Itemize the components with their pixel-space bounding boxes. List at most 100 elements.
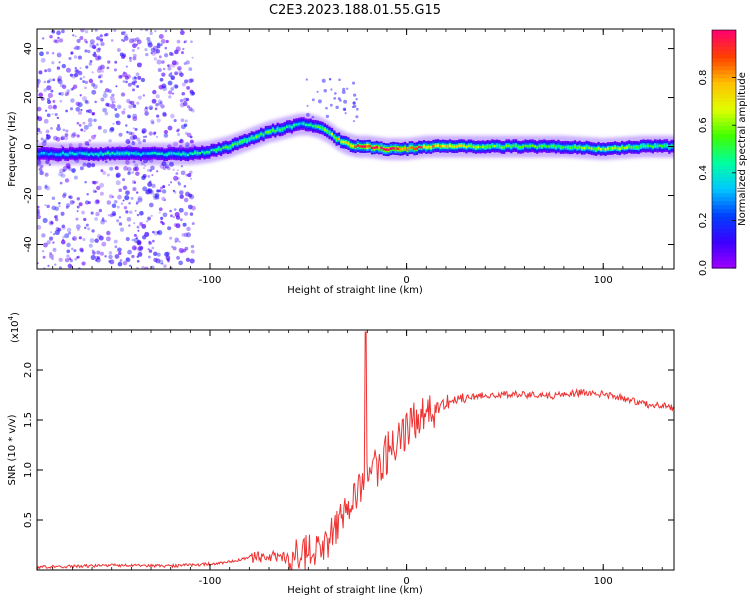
spectrogram-noise-point <box>82 96 87 102</box>
spectrogram-ridge-cell <box>503 146 506 149</box>
spectrogram-ridge-cell <box>64 153 67 156</box>
spectrogram-noise-point <box>98 75 102 79</box>
spectrogram-ridge-cell <box>297 122 301 126</box>
spectrogram-noise-point <box>186 132 192 138</box>
spectrogram-noise-point <box>160 216 164 220</box>
spectrogram-noise-point <box>137 197 143 203</box>
spectrogram-noise-point <box>164 130 169 134</box>
spectrogram-ridge-cell <box>57 153 60 156</box>
spectrogram-noise-point <box>71 168 76 174</box>
spectrogram-ridge-cell <box>566 146 570 149</box>
spectrogram-noise-point <box>94 190 97 193</box>
spectrogram-noise-point <box>182 101 188 107</box>
spectrogram-noise-point <box>91 229 95 233</box>
spectrogram-ridge-cell <box>623 146 626 150</box>
colorbar: 0.0 0.2 0.4 0.6 0.8 Normalized spectral ampl… <box>698 29 748 276</box>
spectrogram-noise-point <box>124 195 130 201</box>
spectrogram-noise-point <box>44 185 48 189</box>
spectrogram-noise-point <box>42 255 46 259</box>
spectrogram-noise-point <box>148 131 153 136</box>
spectrogram-ridge-cell <box>142 152 145 155</box>
snr-y-tick-label: 1.5 <box>23 412 34 428</box>
spectrogram-noise-point <box>142 138 146 143</box>
spectrogram-noise-point <box>136 85 140 88</box>
spectrogram-noise-point <box>156 135 159 138</box>
spectrogram-noise-point <box>183 197 189 203</box>
spectrogram-ridge-cell <box>285 125 289 128</box>
spectrogram-noise-point <box>147 255 151 259</box>
spectrogram-ridge-cell <box>592 147 595 151</box>
spectrogram-noise-point <box>344 112 347 115</box>
spectrogram-ridge-cell <box>562 146 565 149</box>
spectrogram-noise-point <box>97 47 101 51</box>
spectrogram-noise-point <box>114 254 120 259</box>
spectrogram-noise-point <box>136 239 142 245</box>
spectrogram-ridge-cell <box>554 145 558 149</box>
spectrogram-ridge-cell <box>524 144 527 148</box>
spectrogram-noise-point <box>156 114 160 118</box>
spectrogram-noise-point <box>170 113 175 119</box>
spectrogram-noise-point <box>305 78 308 81</box>
colorbar-segment <box>712 97 736 102</box>
spectrogram-noise-point <box>160 38 166 44</box>
spectrogram-noise-point <box>72 34 75 37</box>
spectrogram-noise-point <box>116 205 120 209</box>
spectrogram-noise-point <box>38 130 43 134</box>
spectrogram-noise-point <box>143 167 146 170</box>
spectrogram-noise-point <box>75 101 80 106</box>
snr-data-point <box>327 540 328 541</box>
spectrogram-noise-point <box>127 171 131 176</box>
spectrogram-noise-point <box>122 39 126 43</box>
spectrogram-noise-point <box>42 37 45 40</box>
spectrogram-noise-point <box>54 217 59 222</box>
spectrogram-noise-point <box>156 189 160 193</box>
spectrogram-noise-point <box>182 47 185 51</box>
spectrogram-noise-point <box>80 29 85 33</box>
spectrogram-noise-point <box>346 87 349 90</box>
spectrogram-noise-point <box>105 236 111 242</box>
spectrogram-noise-point <box>151 98 157 104</box>
spectrogram-noise-point <box>96 68 102 74</box>
spectrogram-noise-point <box>153 49 158 55</box>
spectrogram-noise-point <box>164 164 170 169</box>
spectrogram-ridge-cell <box>477 145 480 149</box>
colorbar-segment <box>712 156 736 162</box>
spectrogram-noise-point <box>157 197 160 200</box>
spectrogram-ridge-cell <box>59 153 62 156</box>
spectrogram-noise-point <box>61 224 66 229</box>
spectrogram-noise-point <box>128 224 131 227</box>
spectrogram-noise-point <box>48 78 53 83</box>
colorbar-tick-label: 0.8 <box>698 70 709 86</box>
spectrogram-noise-point <box>142 186 148 192</box>
spectrogram-ridge-cell <box>639 145 643 148</box>
spectrogram-noise-point <box>133 233 137 237</box>
spectrogram-noise-point <box>94 29 98 32</box>
spectrogram-noise-point <box>118 216 122 219</box>
spectrogram-ridge-cell <box>533 145 537 148</box>
spectrogram-noise-point <box>54 229 60 236</box>
colorbar-segment <box>712 113 736 118</box>
spectrogram-ridge-cell <box>493 144 496 148</box>
spectrogram-noise-point <box>75 106 81 112</box>
spectrogram-noise-point <box>342 107 347 111</box>
spectrogram-noise-point <box>167 125 173 131</box>
spectrogram-noise-point <box>47 100 52 105</box>
spectrogram-noise-point <box>93 51 96 55</box>
spectrogram-ridge-cell <box>649 144 652 148</box>
spectrogram-noise-point <box>335 105 339 110</box>
colorbar-segment <box>712 248 736 253</box>
spectrogram-y-tick-label: 0 <box>23 143 34 149</box>
spectrogram-noise-point <box>158 189 162 193</box>
spectrogram-ridge-cell <box>184 153 187 156</box>
snr-x-tick-label: -100 <box>199 576 222 587</box>
spectrogram-ridge-cell <box>514 144 518 147</box>
spectrogram-ridge-cell <box>323 128 327 131</box>
spectrogram-ridge-cell <box>293 123 296 127</box>
spectrogram-noise-point <box>72 132 77 137</box>
spectrogram-noise-point <box>53 135 58 141</box>
spectrogram-noise-point <box>328 77 332 81</box>
spectrogram-ridge-cell <box>663 144 666 147</box>
spectrogram-ridge-cell <box>321 126 324 130</box>
spectrogram-noise-point <box>98 235 104 241</box>
spectrogram-ridge-cell <box>54 153 58 156</box>
